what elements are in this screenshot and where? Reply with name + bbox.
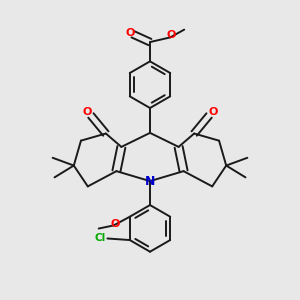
Text: O: O <box>125 28 134 38</box>
Text: N: N <box>145 175 155 188</box>
Text: O: O <box>82 107 92 117</box>
Text: Cl: Cl <box>95 232 106 243</box>
Text: O: O <box>166 30 176 40</box>
Text: O: O <box>110 220 120 230</box>
Text: O: O <box>208 107 218 117</box>
